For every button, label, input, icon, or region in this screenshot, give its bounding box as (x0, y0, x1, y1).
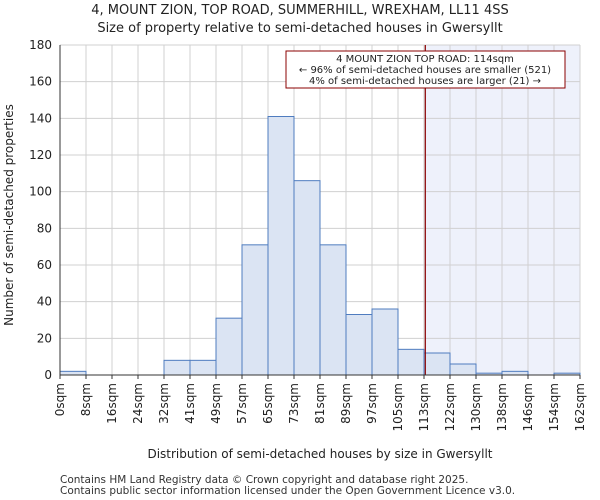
x-tick-label: 24sqm (131, 383, 145, 424)
histogram-bar (397, 348, 425, 376)
y-tick-label: 80 (37, 221, 52, 235)
y-tick-label: 140 (29, 111, 52, 125)
x-tick-label: 73sqm (287, 383, 301, 424)
x-tick-label: 41sqm (183, 383, 197, 424)
x-tick-label: 162sqm (573, 383, 587, 431)
annotation-line1: 4 MOUNT ZION TOP ROAD: 114sqm (336, 54, 514, 65)
y-axis-label: Number of semi-detached properties (2, 104, 16, 326)
histogram-bar (215, 317, 243, 376)
histogram-bar (345, 314, 373, 376)
x-tick-label: 65sqm (261, 383, 275, 424)
y-tick-label: 20 (37, 331, 52, 345)
y-tick-label: 160 (29, 75, 52, 89)
x-tick-label: 49sqm (209, 383, 223, 424)
x-axis-label: Distribution of semi-detached houses by … (147, 447, 492, 461)
x-tick-label: 89sqm (339, 383, 353, 424)
y-tick-label: 120 (29, 148, 52, 162)
histogram-bar (241, 244, 269, 376)
y-tick-label: 180 (29, 38, 52, 52)
y-tick-label: 0 (44, 368, 52, 382)
histogram-bar (189, 359, 217, 376)
annotation-box (285, 50, 566, 89)
x-tick-label: 57sqm (235, 383, 249, 424)
annotation-line3: 4% of semi-detached houses are larger (2… (309, 76, 541, 87)
histogram-bar (163, 359, 191, 376)
x-tick-label: 154sqm (547, 383, 561, 431)
x-tick-label: 97sqm (365, 383, 379, 424)
y-tick-label: 40 (37, 295, 52, 309)
annotation-line2: ← 96% of semi-detached houses are smalle… (299, 65, 551, 76)
x-tick-label: 130sqm (469, 383, 483, 431)
y-tick-label: 100 (29, 185, 52, 199)
footer-licence: Contains public sector information licen… (60, 485, 516, 497)
larger-region-shade (425, 45, 580, 375)
x-tick-label: 113sqm (417, 383, 431, 431)
histogram-bar (267, 116, 295, 376)
x-tick-label: 0sqm (53, 383, 67, 416)
y-tick-label: 60 (37, 258, 52, 272)
histogram-bar (59, 370, 87, 376)
x-tick-label: 8sqm (79, 383, 93, 416)
x-tick-label: 81sqm (313, 383, 327, 424)
histogram-bar (293, 180, 321, 376)
x-tick-label: 122sqm (443, 383, 457, 431)
histogram-bar (449, 363, 477, 376)
chart-title-line2: Size of property relative to semi-detach… (97, 21, 503, 36)
x-tick-label: 16sqm (105, 383, 119, 424)
x-tick-label: 32sqm (157, 383, 171, 424)
x-tick-label: 105sqm (391, 383, 405, 431)
footer-copyright: Contains HM Land Registry data © Crown c… (60, 474, 469, 486)
histogram-bar (501, 370, 529, 376)
histogram-bar (423, 352, 451, 376)
chart-title-line1: 4, MOUNT ZION, TOP ROAD, SUMMERHILL, WRE… (91, 3, 509, 18)
x-tick-label: 146sqm (521, 383, 535, 431)
x-tick-label: 138sqm (495, 383, 509, 431)
histogram-bar (371, 308, 399, 376)
histogram-bar (319, 244, 347, 376)
